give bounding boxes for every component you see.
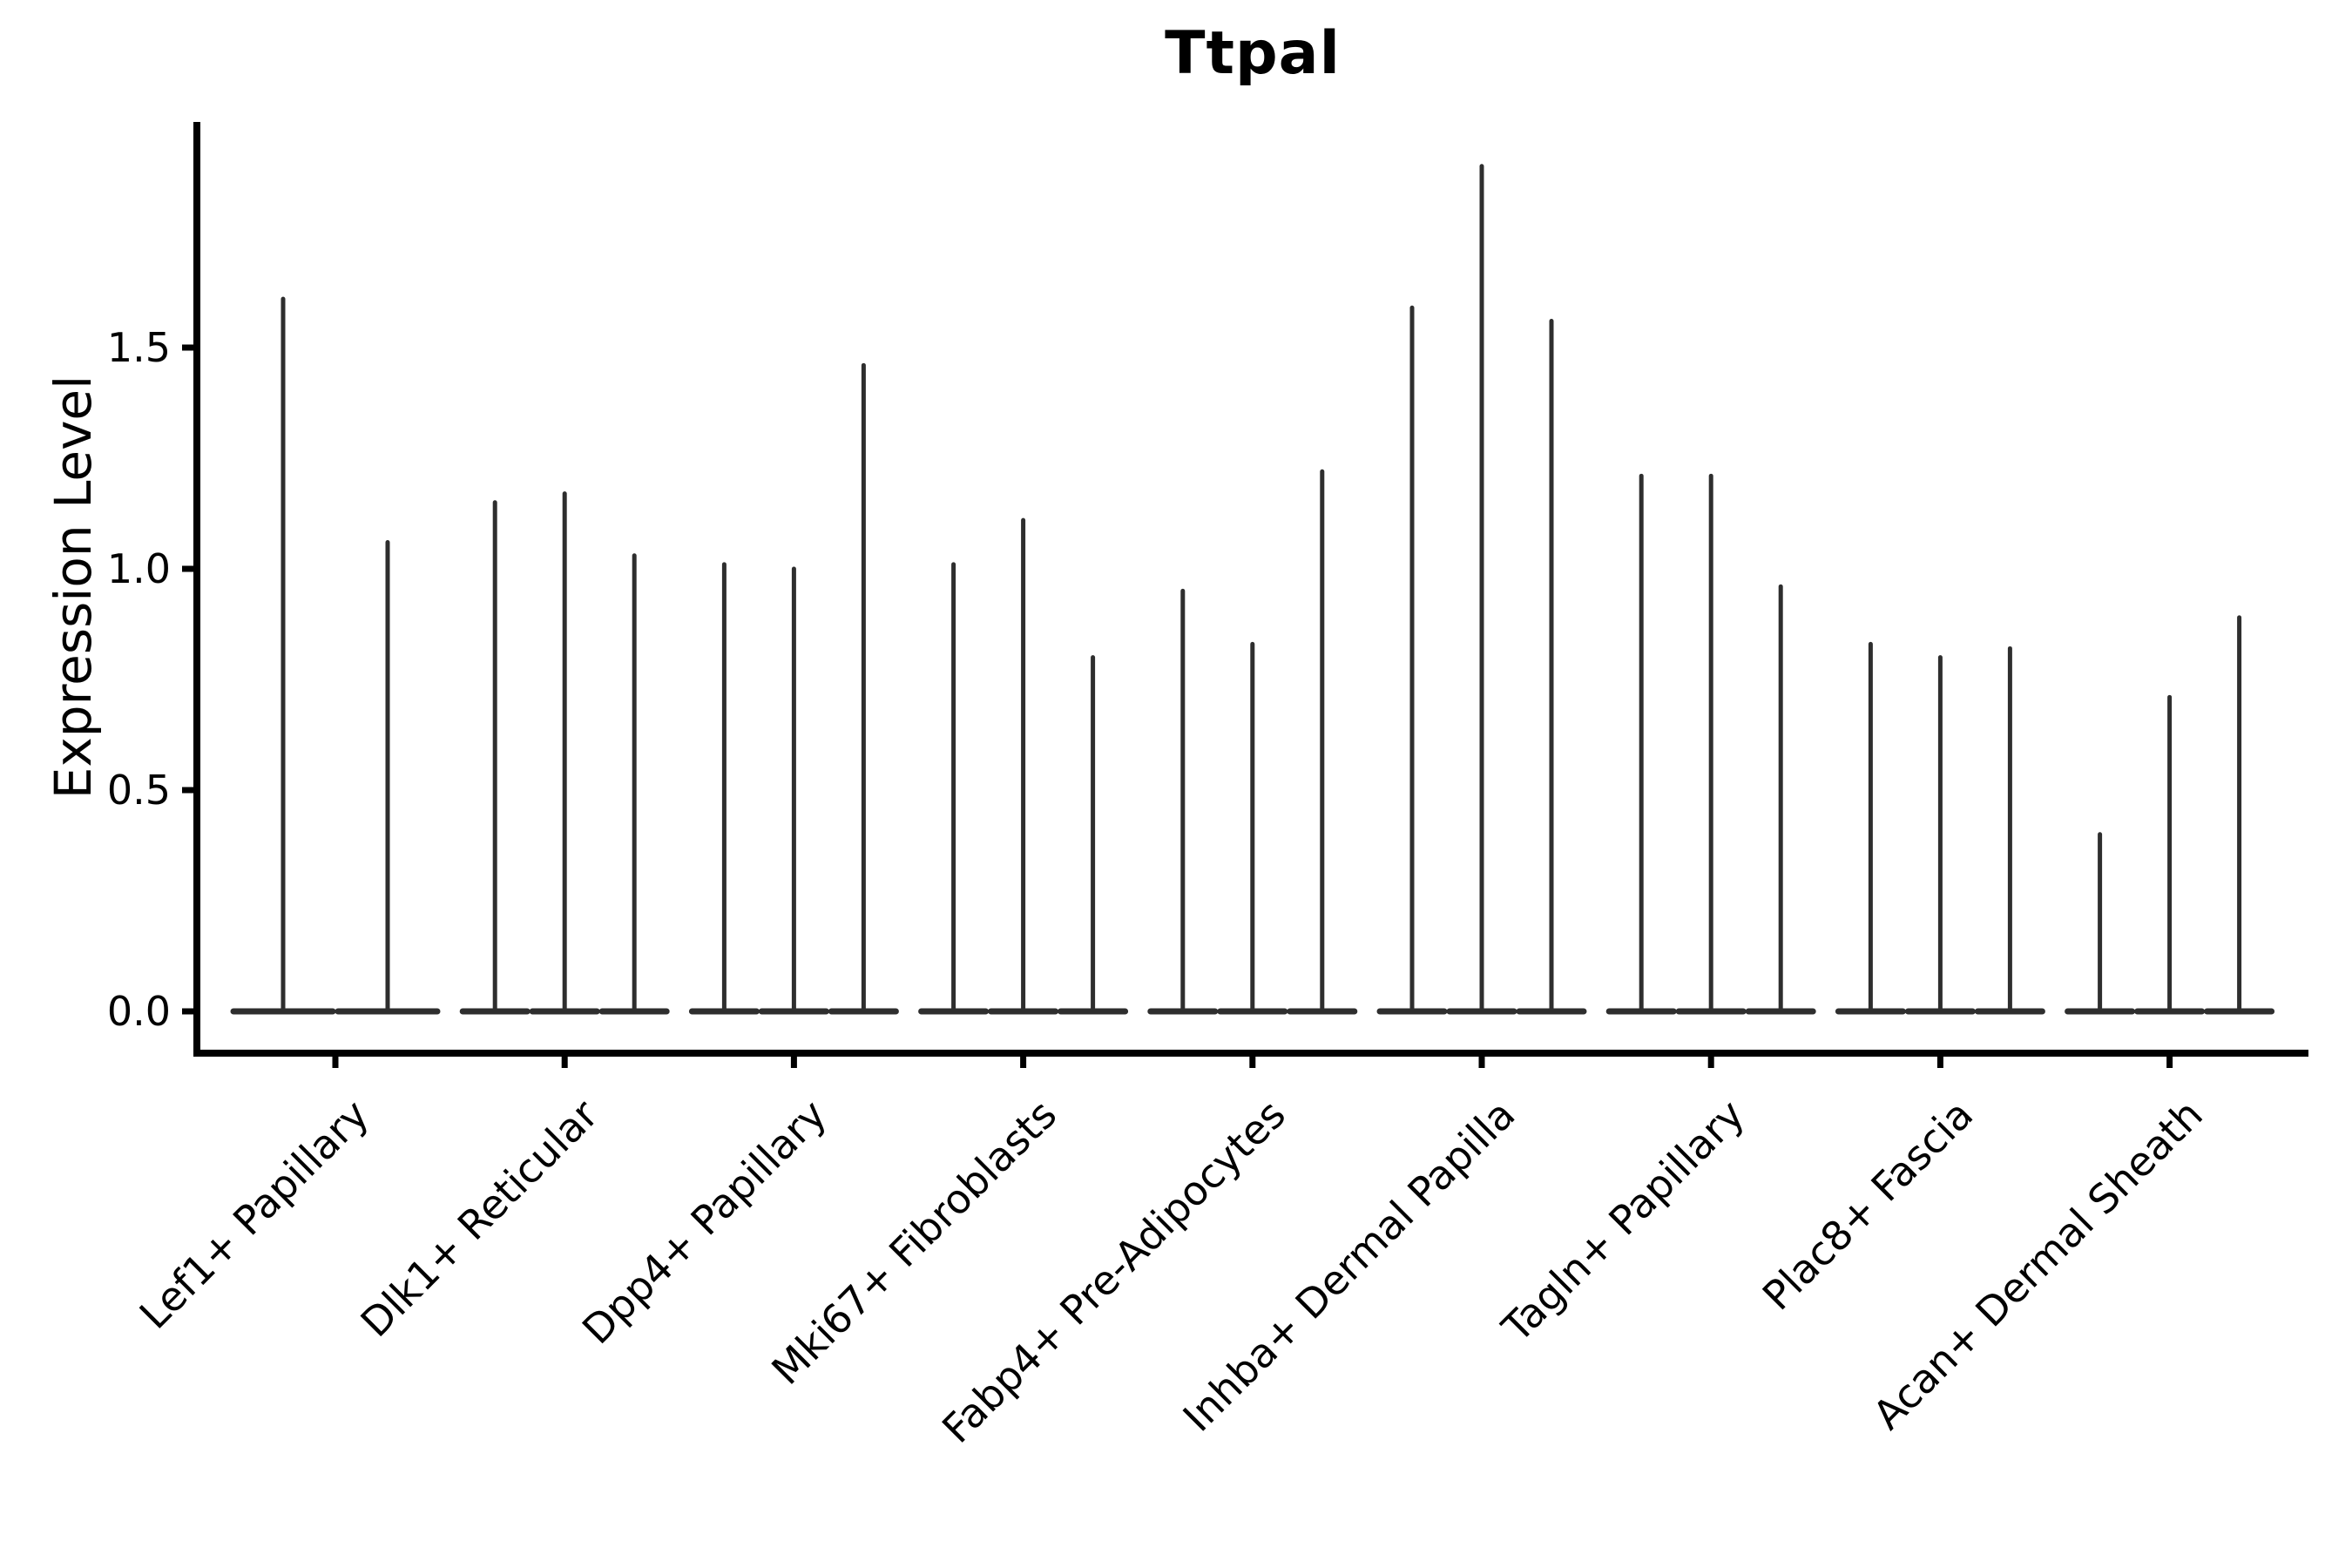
y-tick-label: 1.5 [106, 324, 171, 371]
chart-title: Ttpal [1165, 19, 1341, 88]
y-tick-label: 1.0 [106, 545, 171, 592]
y-tick-label: 0.5 [106, 767, 171, 814]
y-tick-label: 0.0 [106, 988, 171, 1035]
